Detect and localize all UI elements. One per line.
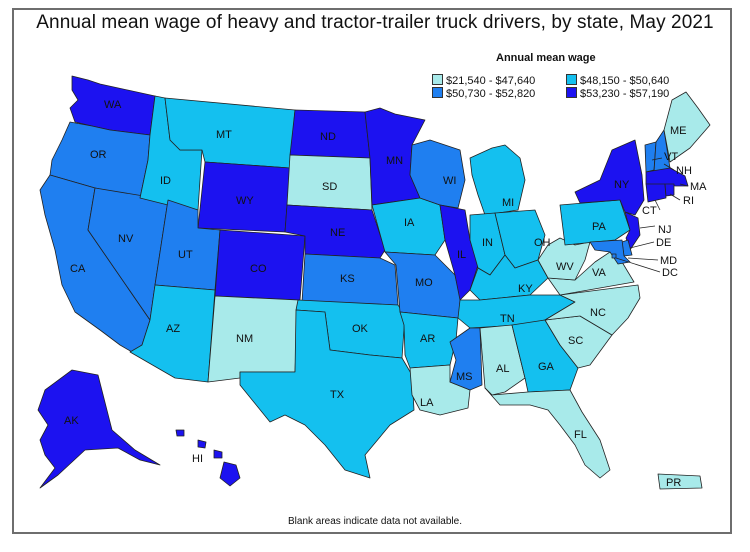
- legend-swatch-1: [432, 74, 443, 85]
- state-wi[interactable]: [409, 139, 466, 209]
- state-ks[interactable]: [301, 253, 399, 306]
- legend-swatch-3: [432, 87, 443, 98]
- label-ky: KY: [518, 283, 533, 295]
- state-hi-maui[interactable]: [213, 449, 223, 459]
- label-la: LA: [420, 397, 434, 409]
- label-me: ME: [670, 125, 687, 137]
- label-ca: CA: [70, 263, 86, 275]
- state-ny[interactable]: [574, 139, 645, 216]
- label-wv: WV: [556, 261, 574, 273]
- label-pa: PA: [592, 221, 607, 233]
- leader-dc: [615, 257, 661, 273]
- label-nc: NC: [590, 307, 606, 319]
- state-mi[interactable]: [469, 144, 526, 216]
- state-hi[interactable]: [219, 461, 241, 487]
- label-fl: FL: [574, 429, 587, 441]
- leader-ri: [669, 193, 681, 201]
- label-mo: MO: [415, 277, 433, 289]
- state-tx[interactable]: [239, 309, 415, 479]
- label-ak: AK: [64, 415, 79, 427]
- label-mt: MT: [216, 129, 232, 141]
- legend-item-1: $21,540 - $47,640: [432, 74, 535, 87]
- leader-nj: [639, 225, 656, 229]
- legend-title: Annual mean wage: [496, 52, 596, 64]
- label-sd: SD: [322, 181, 337, 193]
- label-ma: MA: [690, 181, 707, 193]
- label-nj: NJ: [658, 224, 671, 236]
- label-wy: WY: [236, 195, 254, 207]
- label-ks: KS: [340, 273, 355, 285]
- state-nc[interactable]: [544, 284, 641, 336]
- label-ar: AR: [420, 333, 435, 345]
- data-availability-note: Blank areas indicate data not available.: [287, 516, 462, 527]
- state-hi-oahu[interactable]: [197, 439, 207, 449]
- label-co: CO: [250, 263, 267, 275]
- label-ga: GA: [538, 361, 555, 373]
- label-oh: OH: [534, 237, 551, 249]
- label-mn: MN: [386, 155, 403, 167]
- state-dc[interactable]: [611, 253, 617, 259]
- label-ct: CT: [642, 205, 657, 217]
- state-md[interactable]: [589, 239, 631, 265]
- label-vt: VT: [664, 151, 678, 163]
- label-wi: WI: [443, 175, 456, 187]
- leader-de: [629, 241, 655, 249]
- label-az: AZ: [166, 323, 180, 335]
- label-tx: TX: [330, 389, 345, 401]
- label-sc: SC: [568, 335, 583, 347]
- leader-vt: [651, 157, 663, 161]
- legend-item-4: $53,230 - $57,190: [566, 87, 669, 100]
- label-md: MD: [660, 255, 677, 267]
- label-hi: HI: [192, 453, 203, 465]
- state-hi-kauai[interactable]: [175, 429, 185, 437]
- label-de: DE: [656, 237, 671, 249]
- leader-md: [627, 257, 659, 261]
- leader-ct: [654, 199, 661, 211]
- state-ct[interactable]: [645, 183, 667, 203]
- state-az[interactable]: [129, 284, 216, 383]
- state-ri[interactable]: [664, 183, 675, 197]
- label-wa: WA: [104, 99, 122, 111]
- label-ne: NE: [330, 227, 345, 239]
- label-dc: DC: [662, 267, 678, 279]
- label-mi: MI: [502, 197, 514, 209]
- legend-item-3: $50,730 - $52,820: [432, 87, 535, 100]
- state-pr[interactable]: [657, 473, 703, 490]
- label-ms: MS: [456, 371, 473, 383]
- label-ri: RI: [683, 195, 694, 207]
- leader-ma: [679, 183, 689, 187]
- label-ia: IA: [404, 217, 415, 229]
- legend-swatch-2: [566, 74, 577, 85]
- label-ok: OK: [352, 323, 369, 335]
- label-nh: NH: [676, 165, 692, 177]
- state-fl[interactable]: [484, 387, 611, 479]
- label-tn: TN: [500, 313, 515, 325]
- label-in: IN: [482, 237, 493, 249]
- label-ut: UT: [178, 249, 193, 261]
- label-va: VA: [592, 267, 607, 279]
- label-nv: NV: [118, 233, 134, 245]
- label-id: ID: [160, 175, 171, 187]
- state-me[interactable]: [663, 91, 711, 163]
- legend-item-2: $48,150 - $50,640: [566, 74, 669, 87]
- leader-nh: [663, 163, 675, 171]
- label-nm: NM: [236, 333, 253, 345]
- label-il: IL: [457, 249, 466, 261]
- state-la[interactable]: [409, 364, 471, 416]
- label-nd: ND: [320, 131, 336, 143]
- legend-swatch-4: [566, 87, 577, 98]
- label-pr: PR: [666, 477, 681, 489]
- label-al: AL: [496, 363, 509, 375]
- state-ms[interactable]: [449, 327, 483, 391]
- state-ak[interactable]: [37, 369, 161, 489]
- label-or: OR: [90, 149, 107, 161]
- map-title: Annual mean wage of heavy and tractor-tr…: [36, 12, 714, 33]
- label-ny: NY: [614, 179, 630, 191]
